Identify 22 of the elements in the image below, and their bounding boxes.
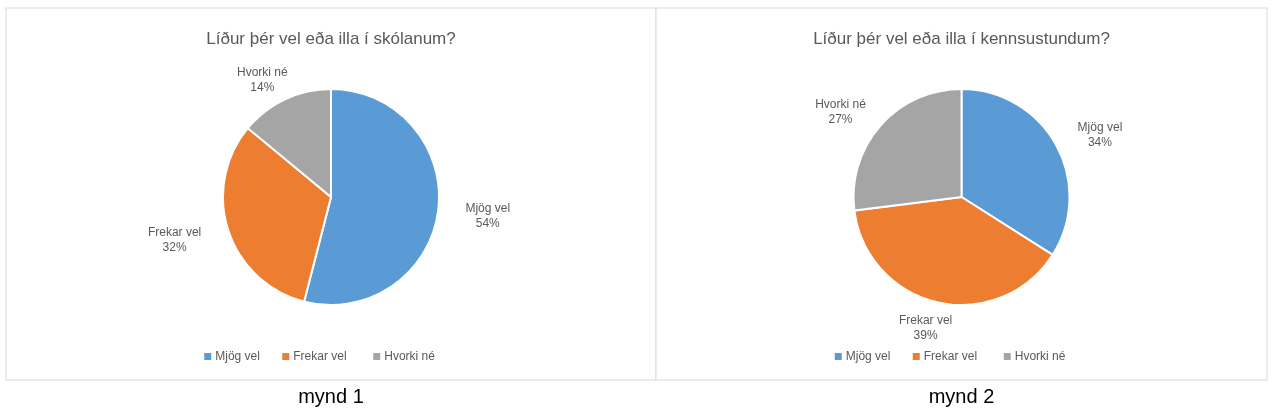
slice-label: Mjög vel [1077, 120, 1123, 135]
data-label: 34% [1087, 135, 1113, 150]
data-label: 32% [162, 239, 187, 254]
legend-label: Mjög vel [845, 349, 891, 363]
slice-label: Frekar vel [898, 312, 953, 327]
slice-label: Frekar vel [147, 224, 202, 239]
text: mynd 2 [928, 385, 995, 407]
data-label: 14% [250, 79, 275, 94]
data-label: 39% [913, 327, 938, 342]
chart-title: Líður þér vel eða illa í kennsustundum? [813, 29, 1110, 48]
legend-label: Frekar vel [293, 349, 347, 363]
slice-label: Hvorki né [237, 64, 289, 79]
data-label: 27% [828, 111, 853, 126]
chart-title: Líður þér vel eða illa í skólanum? [206, 29, 456, 48]
legend-label: Hvorki né [384, 349, 436, 363]
legend-label: Frekar vel [923, 349, 978, 363]
slice-label: Hvorki né [815, 96, 867, 111]
legend-label: Hvorki né [1014, 349, 1066, 363]
text: mynd 1 [298, 385, 364, 407]
data-label: 54% [475, 215, 501, 230]
slice-label: Mjög vel [465, 200, 511, 215]
legend-label: Mjög vel [215, 349, 260, 363]
